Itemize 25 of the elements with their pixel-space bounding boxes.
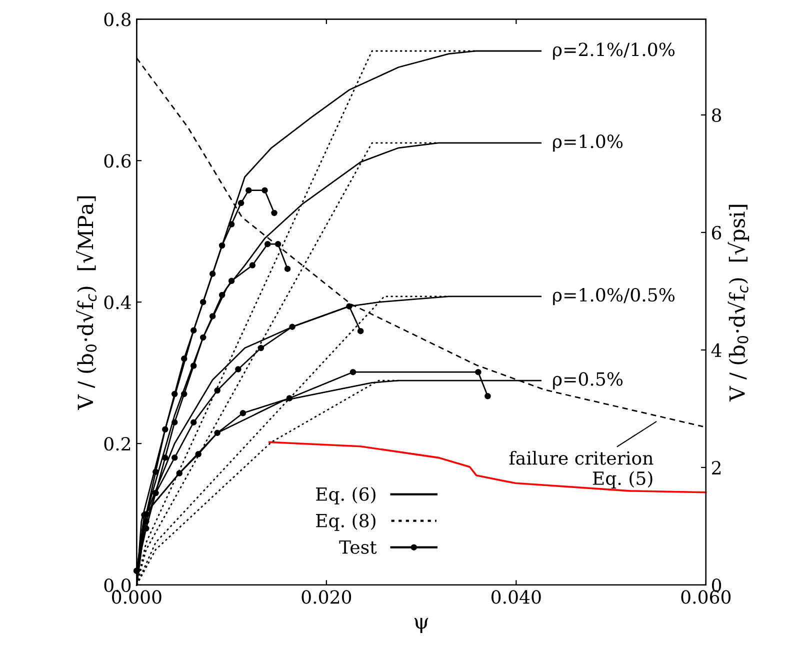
legend-label: Test (339, 540, 377, 554)
legend-label: Eq. (6) (316, 486, 376, 504)
x-tick-label: 0.060 (681, 590, 731, 604)
x-tick-label: 0.020 (302, 590, 352, 604)
y2-tick-label: 6 (712, 226, 722, 240)
annotation: ρ=1.0%/0.5% (553, 288, 675, 306)
y-tick-label: 0.0 (104, 578, 131, 592)
y2-tick-label: 2 (712, 460, 720, 474)
y-tick-label: 0.2 (104, 436, 130, 451)
legend-label: Eq. (8) (316, 513, 376, 531)
annotation: failure criterion Eq. (5) (509, 450, 654, 489)
y2-axis-title: V / (b$_{0}$·d√f$_{c}$) [√psi] (728, 204, 750, 402)
annotation: ρ=2.1%/1.0% (553, 42, 675, 60)
annotation: ρ=0.5% (553, 372, 623, 390)
y2-tick-label: 0 (712, 578, 722, 592)
y2-tick-label: 8 (712, 108, 722, 122)
annotation: ρ=1.0% (553, 134, 623, 152)
y-tick-label: 0.6 (104, 154, 131, 168)
y-axis-title: V / (b$_{0}$·d√f$_{c}$) [√MPa] (76, 196, 97, 410)
y2-tick-label: 4 (711, 343, 722, 357)
y-tick-label: 0.8 (104, 12, 131, 26)
x-tick-label: 0.000 (112, 590, 162, 604)
x-axis-title: ψ (414, 618, 428, 634)
x-tick-label: 0.040 (492, 590, 541, 604)
y-tick-label: 0.4 (104, 296, 131, 310)
